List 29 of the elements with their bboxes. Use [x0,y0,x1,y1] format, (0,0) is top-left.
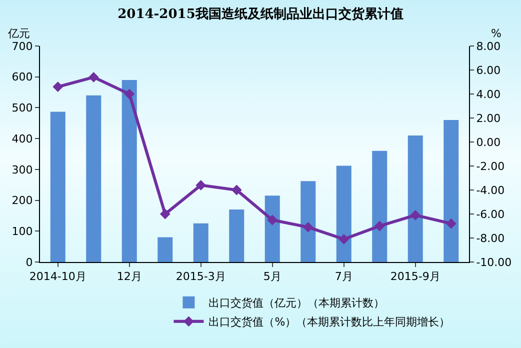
x-tick-label: 2014-10月 [29,270,86,284]
y2-axis-title: % [491,27,502,40]
x-tick-label: 2015-3月 [176,270,226,284]
y2-tick-label: 4.00 [476,88,501,101]
x-tick-label: 2015-9月 [390,270,440,284]
y-tick-label: 0 [26,256,33,269]
y-tick-label: 300 [12,163,33,176]
y2-tick-label: 6.00 [476,64,501,77]
legend-label: 出口交货值（%）（本期累计数比上年同期增长） [208,316,450,329]
y-tick-label: 200 [12,194,33,208]
x-tick-label: 7月 [334,270,353,284]
y2-tick-label: 2.00 [476,112,501,125]
y2-tick-label: 8.00 [476,40,501,53]
y2-tick-label: -2.00 [476,160,505,173]
x-tick-label: 5月 [263,270,282,284]
y-tick-label: 600 [12,70,33,84]
chart-title: 2014-2015我国造纸及纸制品业出口交货累计值 [118,6,404,22]
y-tick-label: 100 [12,224,33,238]
y-axis-title: 亿元 [7,27,30,40]
y2-tick-label: -8.00 [476,232,505,245]
legend-label: 出口交货值（亿元）（本期累计数） [208,296,385,310]
y2-tick-label: 0.00 [476,136,501,149]
x-tick-label: 12月 [116,270,142,284]
y-tick-label: 500 [12,102,33,115]
y2-tick-label: -6.00 [476,208,505,221]
y2-tick-label: -4.00 [476,184,505,197]
y-tick-label: 700 [12,40,33,53]
y-tick-label: 400 [12,132,33,146]
y2-tick-label: -10.00 [476,256,512,269]
